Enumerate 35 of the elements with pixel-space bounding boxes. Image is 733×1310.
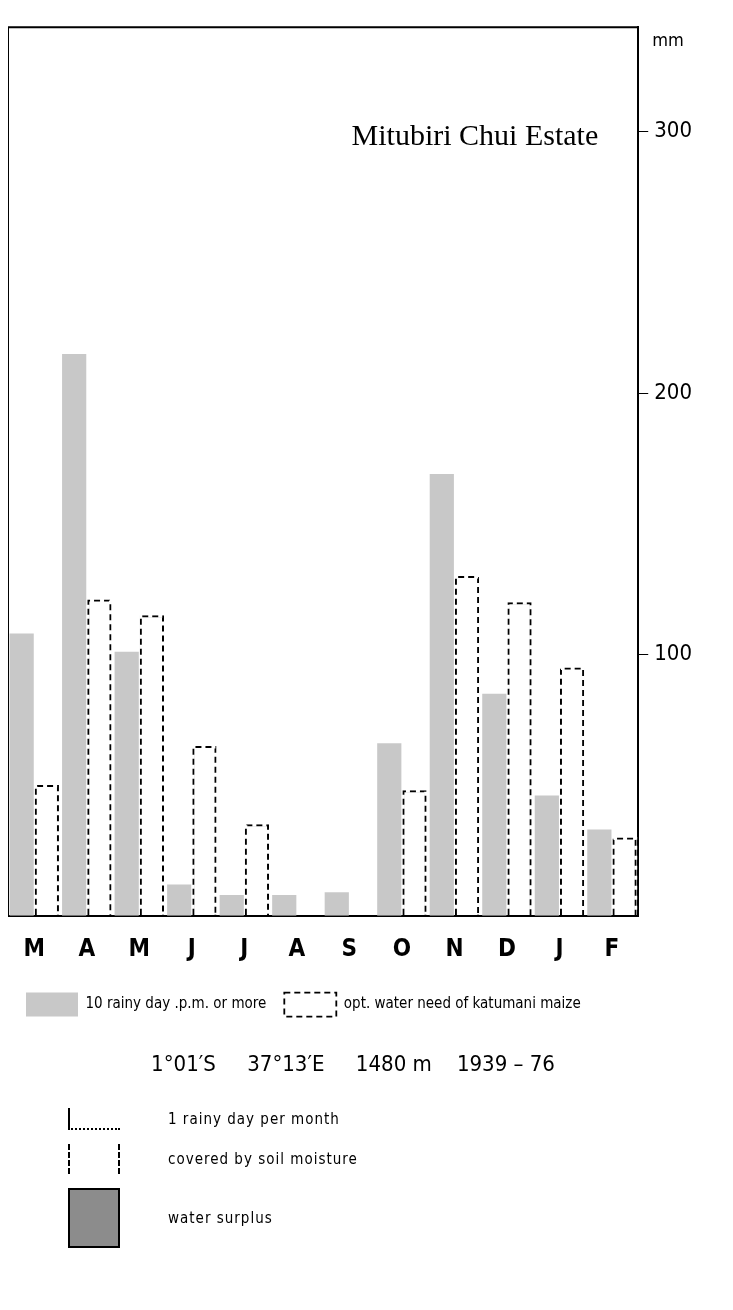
x-tick-label: J: [553, 934, 564, 963]
bar: [429, 474, 454, 916]
y-tick-label: 300: [654, 117, 693, 143]
text: water surplus: [168, 1209, 274, 1227]
x-tick-label: M: [23, 934, 46, 963]
bar: [272, 894, 297, 916]
bar: [9, 633, 34, 916]
x-tick-label: A: [78, 934, 96, 963]
bar: [219, 894, 244, 916]
x-tick-label: J: [238, 934, 249, 963]
y-tick-label: 200: [654, 378, 693, 404]
bar: [114, 651, 139, 916]
text: 1°01′S 37°13′E 1480 m 1939 – 76: [151, 1050, 555, 1076]
bar: [377, 743, 402, 916]
bar: [324, 892, 349, 916]
x-tick-label: J: [185, 934, 196, 963]
x-tick-label: M: [128, 934, 151, 963]
legend-label: 10 rainy day .p.m. or more: [85, 994, 267, 1013]
x-tick-label: F: [604, 934, 620, 963]
x-tick-label: D: [497, 934, 516, 963]
bar: [62, 353, 87, 916]
bar: [534, 795, 559, 916]
bar: [587, 829, 612, 916]
bar: [482, 693, 507, 916]
text: Mitubiri Chui Estate: [351, 118, 599, 152]
x-tick-label: N: [445, 934, 464, 963]
bar: [167, 884, 192, 916]
text: 1 rainy day per month: [168, 1110, 341, 1128]
text: covered by soil moisture: [168, 1150, 359, 1168]
x-tick-label: O: [392, 934, 412, 963]
legend-label: opt. water need of katumani maize: [343, 994, 581, 1013]
y-axis-title: mm: [652, 28, 684, 50]
y-tick-label: 100: [654, 640, 693, 666]
x-tick-label: A: [288, 934, 306, 963]
x-tick-label: S: [341, 934, 358, 963]
